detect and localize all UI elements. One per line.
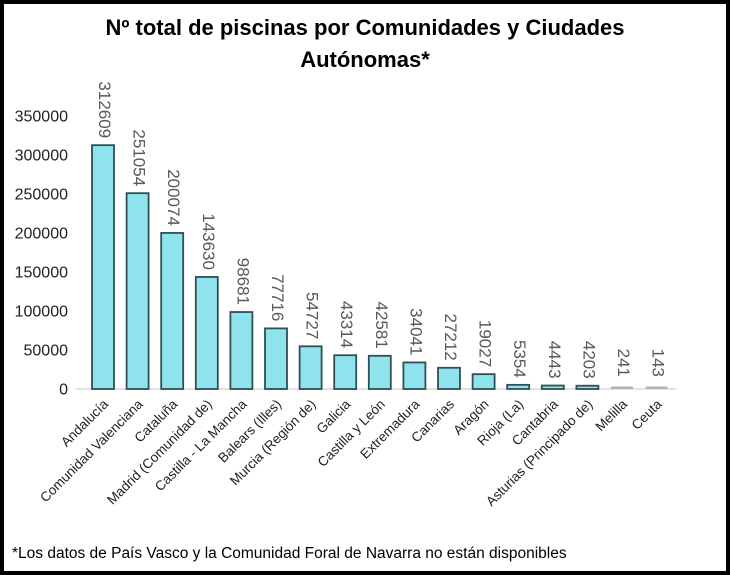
bar-value-label: 43314 bbox=[337, 301, 356, 348]
y-axis-tick-label: 250000 bbox=[15, 187, 68, 204]
bar-value-label: 4443 bbox=[545, 341, 564, 379]
bar-value-label: 4203 bbox=[579, 341, 598, 379]
bar-value-label: 143 bbox=[649, 349, 668, 377]
y-axis-tick-label: 150000 bbox=[15, 265, 68, 282]
bar bbox=[611, 386, 633, 389]
bar bbox=[298, 345, 323, 390]
y-axis-tick-label: 100000 bbox=[15, 304, 68, 321]
y-axis-tick-label: 300000 bbox=[15, 148, 68, 165]
bar-value-label: 77716 bbox=[268, 274, 287, 321]
bar bbox=[402, 361, 427, 390]
bar bbox=[194, 276, 219, 390]
y-axis-tick-label: 50000 bbox=[24, 343, 69, 360]
bar bbox=[125, 192, 150, 390]
bar bbox=[229, 311, 254, 390]
bar-value-label: 241 bbox=[614, 349, 633, 377]
footnote: *Los datos de País Vasco y la Comunidad … bbox=[12, 545, 567, 562]
bar bbox=[471, 373, 496, 390]
chart-title-line2: Autónomas* bbox=[300, 47, 430, 72]
bar-value-label: 27212 bbox=[441, 313, 460, 360]
chart-title-line1: Nº total de piscinas por Comunidades y C… bbox=[105, 15, 625, 40]
y-axis-tick-label: 350000 bbox=[15, 109, 68, 126]
bar-value-label: 251054 bbox=[130, 129, 149, 186]
bar bbox=[333, 354, 358, 390]
bar-value-label: 312609 bbox=[95, 81, 114, 138]
bar bbox=[264, 327, 288, 390]
bar-value-label: 200074 bbox=[164, 169, 183, 226]
bar bbox=[540, 384, 565, 390]
bar-value-label: 5354 bbox=[510, 340, 529, 378]
bar-value-label: 34041 bbox=[406, 308, 425, 355]
chart-title: Nº total de piscinas por Comunidades y C… bbox=[0, 12, 730, 76]
bar-value-label: 98681 bbox=[233, 258, 252, 305]
bar bbox=[91, 144, 115, 390]
bar bbox=[367, 354, 392, 390]
bar-value-label: 19027 bbox=[476, 320, 495, 367]
bar-value-label: 42581 bbox=[372, 302, 391, 349]
bar bbox=[160, 232, 185, 390]
x-axis-category-label: Melilla bbox=[592, 396, 630, 434]
bar-value-label: 143630 bbox=[199, 213, 218, 270]
bar bbox=[575, 384, 600, 390]
y-axis-tick-label: 0 bbox=[59, 382, 68, 399]
bar-value-label: 54727 bbox=[303, 292, 322, 339]
y-axis-tick-label: 200000 bbox=[15, 226, 68, 243]
bar bbox=[645, 386, 668, 389]
bar bbox=[437, 366, 461, 390]
x-axis-category-label: Ceuta bbox=[629, 396, 665, 432]
bar bbox=[506, 383, 531, 390]
